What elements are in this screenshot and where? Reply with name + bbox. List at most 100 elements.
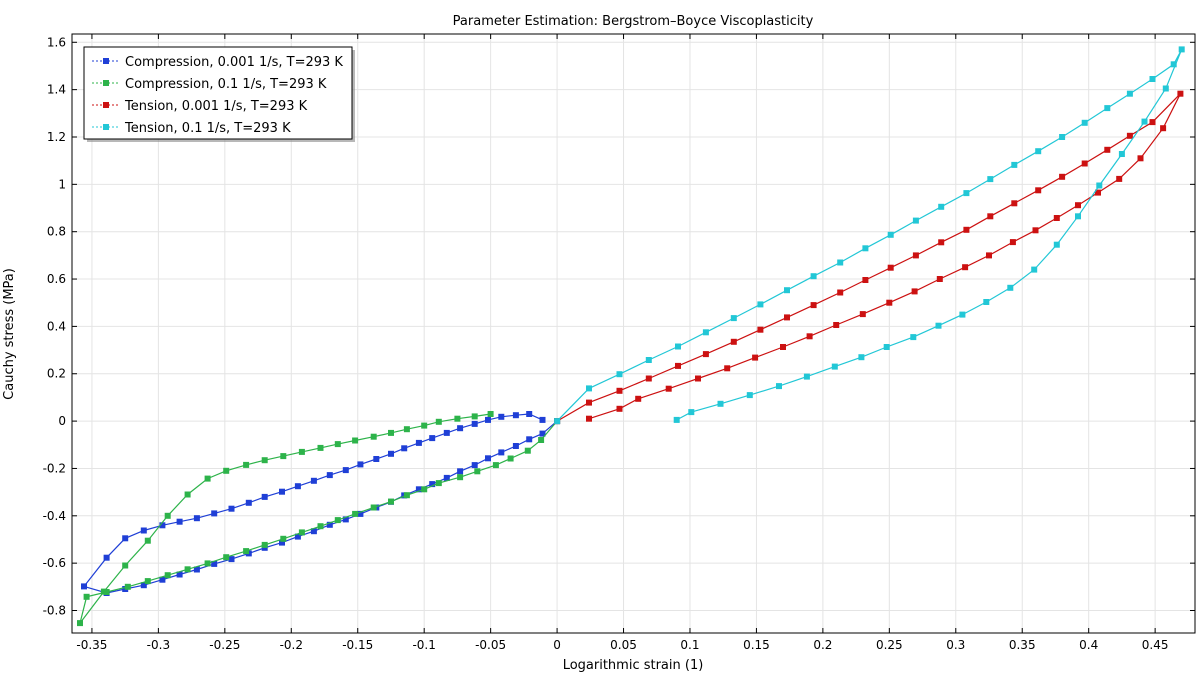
data-point [352,437,359,444]
data-point [1035,187,1042,194]
data-point [211,510,218,517]
data-point [223,554,230,561]
data-point [526,436,533,443]
data-point [184,491,191,498]
data-point [730,338,737,345]
data-point [717,400,724,407]
data-point [911,288,918,295]
data-point [1053,215,1060,221]
data-point [507,455,514,462]
series-3 [554,90,1184,425]
data-point [912,252,919,259]
data-point [1009,239,1016,246]
data-point [987,176,994,183]
data-point [457,468,464,475]
data-point [730,315,737,322]
data-point [673,416,680,423]
data-point [858,354,865,361]
data-point [144,578,151,585]
data-point [1075,213,1081,220]
x-tick-label: -0.35 [76,638,107,652]
data-point [959,311,966,318]
data-point [962,264,969,271]
data-point [831,363,838,370]
data-point [403,426,410,433]
data-point [1178,46,1185,53]
y-tick-label: 0.2 [47,367,66,381]
data-point [204,560,211,567]
data-point [485,416,491,423]
data-point [261,457,268,464]
data-point [294,483,301,490]
data-point [983,299,990,305]
data-point [176,571,183,578]
data-point [81,583,87,590]
data-point [886,299,893,306]
y-tick-label: 1 [58,177,66,191]
data-point [334,517,341,524]
data-point [388,498,394,505]
data-point [1162,85,1169,92]
data-point [124,583,131,590]
data-point [228,556,235,563]
y-tick-label: -0.4 [43,509,66,523]
data-point [310,528,317,535]
x-tick-label: 0.15 [743,638,770,652]
data-point [159,522,166,529]
data-point [645,357,652,363]
data-point [164,572,171,579]
data-point [757,326,764,333]
data-point [675,362,681,369]
data-point [280,453,287,460]
data-point [1118,151,1125,157]
data-point [645,375,652,382]
tick-layer: -0.35 -0.3 -0.25 -0.2 -0.15 -0.1 -0.05 0 0.05 0.1… [43,34,1195,652]
data-point [454,415,461,422]
y-tick-label: 1.6 [47,35,66,49]
data-point [1141,118,1148,125]
y-tick-label: -0.6 [43,556,66,570]
data-point [435,480,442,487]
x-tick-label: 0.1 [680,638,699,652]
data-point [298,448,305,455]
data-point [261,493,268,500]
data-point [421,486,428,493]
data-point [342,467,349,474]
data-point [471,462,478,469]
data-point [1011,200,1018,207]
data-point [837,259,844,266]
legend-entry-label: Tension, 0.001 1/s, T=293 K [124,99,308,114]
x-axis-label: Logarithmic strain (1) [563,658,704,673]
data-point [810,273,817,280]
legend-box [83,46,353,140]
data-point [474,468,481,475]
legend-entry-label: Tension, 0.1 1/s, T=293 K [124,121,291,136]
data-point [334,441,341,448]
data-point [935,322,942,329]
data-point [586,399,592,406]
data-point [279,488,285,495]
data-point [294,533,301,540]
data-point [1149,76,1156,82]
data-point [261,541,268,548]
y-tick-label: -0.8 [43,604,66,618]
data-point [176,518,183,525]
data-point [806,333,813,340]
data-point [457,474,464,481]
data-point [388,450,394,457]
y-tick-label: 0.4 [47,319,66,333]
data-point [776,383,782,390]
data-point [538,437,545,443]
data-point [1053,241,1060,248]
data-point [910,334,917,341]
data-point [1035,148,1042,155]
data-point [665,385,672,392]
data-point [471,413,478,420]
legend-marker [103,102,109,108]
data-point [1104,146,1111,153]
x-tick-label: -0.15 [342,638,373,652]
data-point [122,535,129,542]
data-point [936,276,943,282]
data-point [83,593,90,600]
legend: Compression, 0.001 1/s, T=293 K Compressi… [83,46,355,142]
